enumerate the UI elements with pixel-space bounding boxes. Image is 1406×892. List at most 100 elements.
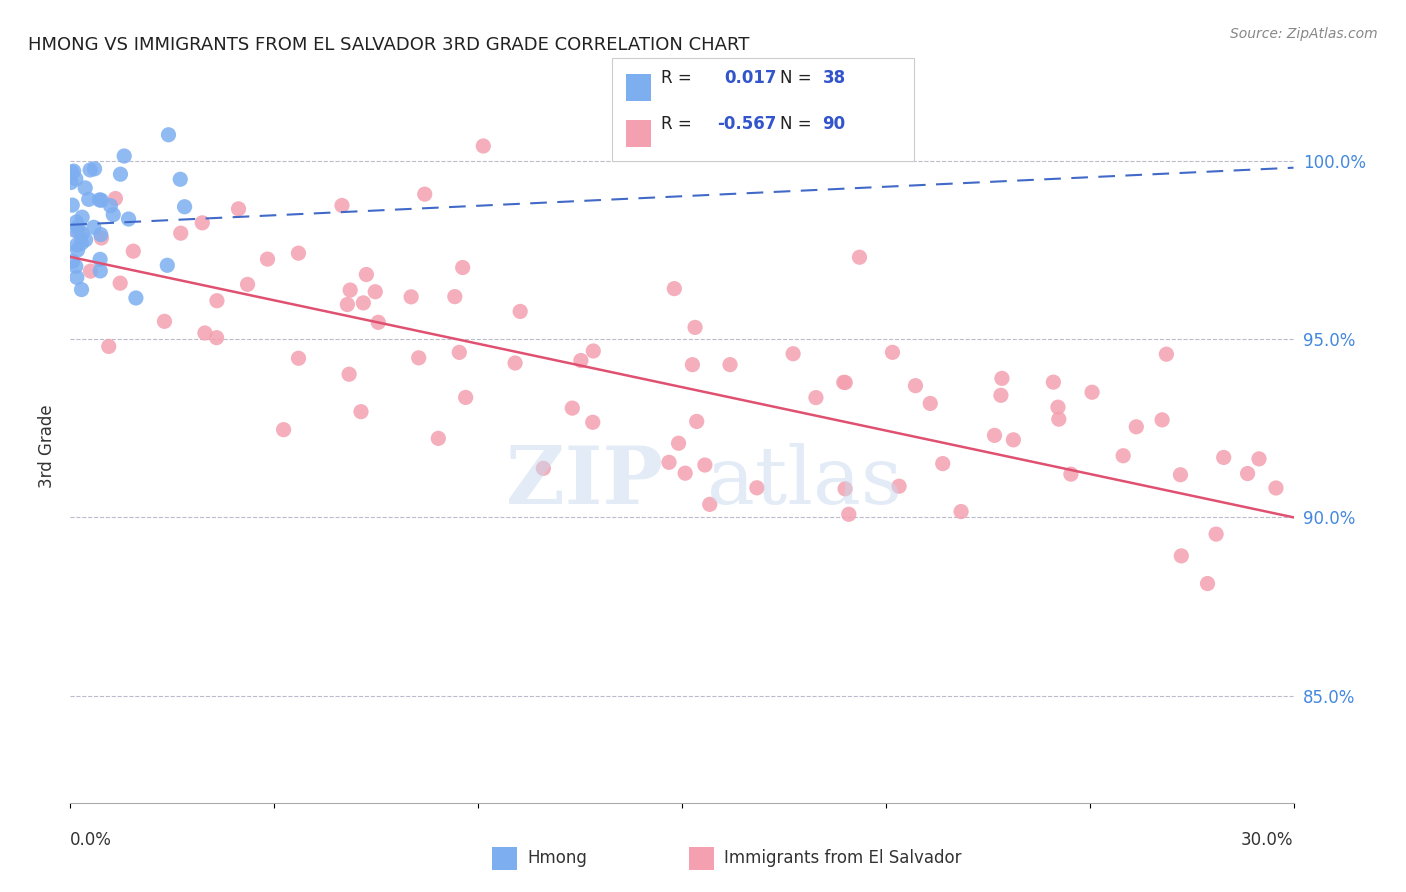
- Point: [561, 401, 583, 416]
- Point: [427, 431, 450, 445]
- Point: [173, 200, 195, 214]
- Point: [70, 283, 93, 297]
- Point: [1125, 419, 1147, 434]
- Point: [1212, 450, 1234, 465]
- Point: [449, 345, 471, 359]
- Point: [62, 164, 84, 178]
- Point: [882, 345, 904, 359]
- Point: [65, 215, 87, 229]
- Text: 38: 38: [823, 69, 845, 87]
- Point: [79, 264, 101, 278]
- Point: [920, 396, 942, 410]
- Point: [70, 210, 93, 224]
- Text: R =: R =: [661, 69, 702, 87]
- Point: [804, 391, 827, 405]
- Point: [228, 202, 250, 216]
- Point: [413, 187, 436, 202]
- Text: 90: 90: [823, 115, 845, 133]
- Point: [83, 220, 105, 235]
- Text: Source: ZipAtlas.com: Source: ZipAtlas.com: [1230, 27, 1378, 41]
- Point: [683, 320, 706, 334]
- Text: Hmong: Hmong: [527, 848, 588, 866]
- Point: [834, 482, 856, 496]
- Point: [112, 149, 135, 163]
- Point: [66, 238, 89, 252]
- Point: [718, 358, 741, 372]
- Point: [256, 252, 278, 266]
- Point: [90, 227, 112, 242]
- Point: [156, 258, 179, 272]
- Point: [70, 235, 93, 250]
- Point: [339, 283, 361, 297]
- Point: [63, 223, 86, 237]
- Point: [693, 458, 716, 472]
- Text: R =: R =: [661, 115, 702, 133]
- Text: HMONG VS IMMIGRANTS FROM EL SALVADOR 3RD GRADE CORRELATION CHART: HMONG VS IMMIGRANTS FROM EL SALVADOR 3RD…: [28, 36, 749, 54]
- Point: [287, 246, 309, 260]
- Point: [103, 208, 125, 222]
- Point: [89, 193, 111, 207]
- Point: [582, 415, 605, 429]
- Point: [451, 260, 474, 275]
- Point: [97, 339, 120, 353]
- Point: [686, 414, 709, 428]
- Text: atlas: atlas: [707, 442, 901, 521]
- Point: [337, 368, 360, 382]
- Point: [745, 481, 768, 495]
- Point: [904, 378, 927, 392]
- Point: [273, 423, 295, 437]
- Point: [569, 353, 592, 368]
- Point: [108, 276, 131, 290]
- Point: [125, 291, 148, 305]
- Point: [350, 405, 373, 419]
- Point: [169, 172, 191, 186]
- Point: [658, 455, 681, 469]
- Point: [932, 457, 955, 471]
- Point: [664, 282, 686, 296]
- Point: [668, 436, 690, 450]
- Point: [1236, 467, 1258, 481]
- Point: [1112, 449, 1135, 463]
- Point: [509, 304, 531, 318]
- Point: [1042, 375, 1064, 389]
- Point: [531, 461, 554, 475]
- Point: [454, 391, 477, 405]
- Point: [205, 293, 228, 308]
- Point: [991, 371, 1014, 385]
- Point: [67, 225, 90, 239]
- Point: [66, 243, 89, 257]
- Point: [1060, 467, 1083, 482]
- Point: [330, 198, 353, 212]
- Point: [699, 497, 721, 511]
- Point: [104, 192, 127, 206]
- Point: [1170, 549, 1192, 563]
- Point: [472, 139, 495, 153]
- Point: [681, 358, 703, 372]
- Point: [503, 356, 526, 370]
- Point: [832, 376, 855, 390]
- Point: [1047, 412, 1070, 426]
- Point: [236, 277, 259, 292]
- Y-axis label: 3rd Grade: 3rd Grade: [38, 404, 56, 488]
- Point: [1152, 413, 1174, 427]
- Point: [443, 290, 465, 304]
- Point: [70, 227, 93, 241]
- Point: [83, 161, 105, 176]
- Point: [89, 264, 111, 278]
- Text: N =: N =: [780, 115, 811, 133]
- Text: -0.567: -0.567: [717, 115, 776, 133]
- Text: ZIP: ZIP: [506, 442, 662, 521]
- Point: [582, 343, 605, 358]
- Point: [887, 479, 910, 493]
- Point: [399, 290, 422, 304]
- Point: [1156, 347, 1178, 361]
- Point: [983, 428, 1005, 442]
- Text: 0.017: 0.017: [724, 69, 776, 87]
- Point: [356, 268, 378, 282]
- Point: [1265, 481, 1288, 495]
- Point: [408, 351, 430, 365]
- Point: [834, 376, 856, 390]
- Point: [287, 351, 309, 366]
- Point: [75, 181, 97, 195]
- Point: [838, 508, 860, 522]
